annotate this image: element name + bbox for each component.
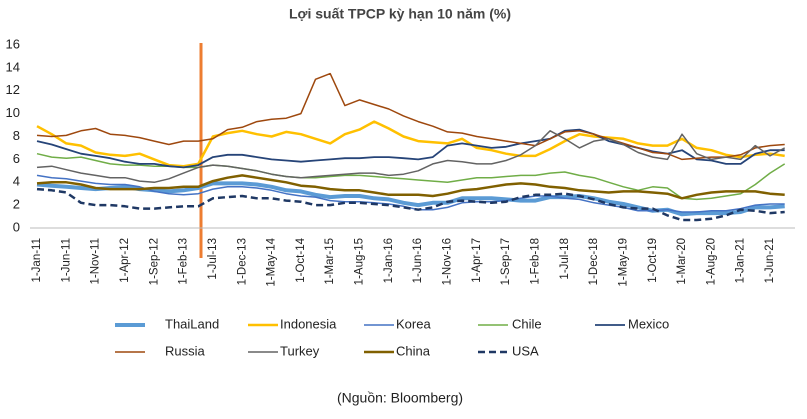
x-tick-label: 1-Jun-16 <box>412 238 424 283</box>
y-tick-label: 0 <box>13 219 20 234</box>
y-tick-label: 10 <box>6 105 20 120</box>
x-tick-label: 1-Dec-13 <box>236 238 248 285</box>
y-tick-label: 12 <box>6 82 20 97</box>
legend-label: Russia <box>165 343 206 358</box>
y-tick-label: 8 <box>13 128 20 143</box>
x-tick-label: 1-Jun-21 <box>764 238 776 283</box>
series-line <box>36 174 785 213</box>
series-line <box>36 128 785 169</box>
x-tick-label: 1-Feb-18 <box>529 238 541 285</box>
chart-title: Lợi suất TPCP kỳ hạn 10 năm (%) <box>289 6 511 22</box>
x-tick-label: 1-Apr-12 <box>119 238 131 283</box>
y-tick-label: 2 <box>13 197 20 212</box>
x-tick-label: 1-Jun-11 <box>60 238 72 283</box>
legend-label: China <box>396 343 431 358</box>
x-tick-label: 1-Oct-14 <box>295 237 307 282</box>
legend-label: Mexico <box>628 316 669 331</box>
x-tick-label: 1-Jan-21 <box>735 238 747 283</box>
x-tick-label: 1-Feb-13 <box>178 238 190 285</box>
legend-label: Korea <box>396 316 431 331</box>
y-tick-label: 6 <box>13 151 20 166</box>
x-tick-label: 1-Oct-19 <box>647 238 659 283</box>
x-tick-label: 1-May-14 <box>266 237 278 286</box>
series-line <box>36 152 786 201</box>
x-tick-label: 1-Apr-17 <box>471 238 483 283</box>
source-note: (Nguồn: Bloomberg) <box>337 390 463 406</box>
series-line <box>36 72 785 161</box>
y-tick-label: 14 <box>6 59 20 74</box>
legend-label: Indonesia <box>280 316 337 331</box>
y-tick-label: 16 <box>6 36 20 51</box>
series-line <box>36 130 786 184</box>
legend-label: Chile <box>512 316 542 331</box>
legend-label: ThaiLand <box>165 316 219 331</box>
x-tick-label: 1-Jan-11 <box>31 238 43 283</box>
x-tick-label: 1-Sep-17 <box>500 238 512 285</box>
x-tick-label: 1-May-19 <box>617 238 629 287</box>
series-line <box>36 174 785 200</box>
x-tick-label: 1-Jul-18 <box>559 238 571 280</box>
x-tick-label: 1-Mar-20 <box>676 238 688 285</box>
x-tick-label: 1-Nov-16 <box>442 238 454 285</box>
y-tick-label: 4 <box>13 174 20 189</box>
x-tick-label: 1-Sep-12 <box>148 238 160 285</box>
x-tick-label: 1-Jul-13 <box>207 238 219 280</box>
x-tick-label: 1-Aug-20 <box>705 238 717 285</box>
legend-label: Turkey <box>280 343 320 358</box>
x-tick-label: 1-Mar-15 <box>324 238 336 285</box>
legend-label: USA <box>512 343 539 358</box>
x-tick-label: 1-Dec-18 <box>588 238 600 285</box>
x-tick-label: 1-Aug-15 <box>354 238 366 285</box>
series-line <box>36 120 785 168</box>
x-tick-label: 1-Jan-16 <box>383 238 395 283</box>
x-tick-label: 1-Nov-11 <box>90 238 102 284</box>
